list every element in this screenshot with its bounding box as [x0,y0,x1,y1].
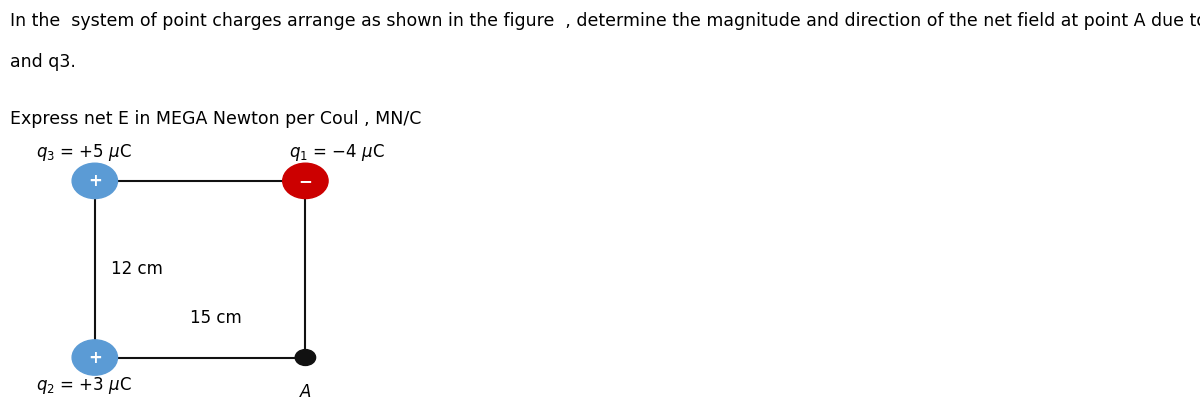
Text: Express net E in MEGA Newton per Coul , MN/C: Express net E in MEGA Newton per Coul , … [10,110,421,128]
Text: $q_2$ = +3 $\mu$C: $q_2$ = +3 $\mu$C [36,375,132,396]
Text: and q3.: and q3. [10,53,76,71]
Circle shape [72,163,118,199]
Text: +: + [88,172,102,190]
Text: 15 cm: 15 cm [191,309,242,327]
Text: $q_3$ = +5 $\mu$C: $q_3$ = +5 $\mu$C [36,142,132,163]
Text: −: − [299,172,312,190]
Circle shape [283,163,328,199]
Circle shape [295,350,316,365]
Text: +: + [88,348,102,367]
Text: 12 cm: 12 cm [112,260,163,278]
Text: A: A [300,383,311,401]
Text: $q_1$ = −4 $\mu$C: $q_1$ = −4 $\mu$C [289,142,385,163]
Text: In the  system of point charges arrange as shown in the figure  , determine the : In the system of point charges arrange a… [10,12,1200,30]
Circle shape [72,340,118,375]
